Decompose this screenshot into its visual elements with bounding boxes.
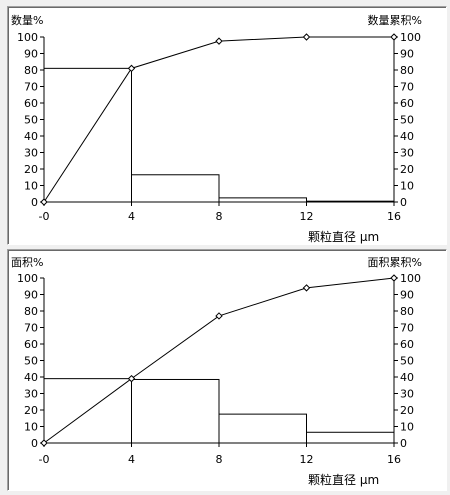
histogram-bar: [218, 197, 307, 203]
y-tick-label-left: 10: [24, 180, 38, 193]
y-tick-label-right: 40: [400, 371, 414, 384]
x-tick-label: -0: [39, 453, 50, 466]
x-tick-label: 16: [387, 453, 401, 466]
cumulative-point: [302, 284, 311, 292]
y-tick-label-right: 10: [400, 421, 414, 434]
x-tick-label: 16: [387, 210, 401, 223]
y-tick-label-left: 80: [24, 305, 38, 318]
y-tick-label-right: 80: [400, 64, 414, 77]
y-tick-label-right: 90: [400, 48, 414, 61]
y-tick-label-right: 50: [400, 114, 414, 127]
y-tick-label-left: 90: [24, 289, 38, 302]
histogram-bar: [131, 174, 220, 203]
y-tick-label-left: 70: [24, 322, 38, 335]
y-tick-label-left: 20: [24, 163, 38, 176]
cumulative-point: [215, 312, 223, 320]
y-tick-label-right: 30: [400, 388, 414, 401]
histogram-bar: [218, 413, 307, 444]
x-tick-label: 4: [128, 453, 135, 466]
x-axis-title: 颗粒直径 μm: [308, 472, 379, 487]
y-tick-label-right: 90: [400, 289, 414, 302]
y-tick-label-right: 60: [400, 97, 414, 110]
y-tick-label-right: 100: [400, 272, 421, 285]
y-tick-label-left: 0: [31, 437, 38, 450]
y-tick-label-right: 20: [400, 163, 414, 176]
histogram-bar: [306, 431, 395, 444]
y-tick-label-right: 20: [400, 404, 414, 417]
y-tick-label-left: 60: [24, 338, 38, 351]
y-tick-label-left: 50: [24, 355, 38, 368]
y-tick-label-right: 70: [400, 322, 414, 335]
y-tick-label-right: 0: [400, 437, 407, 450]
y-tick-label-left: 40: [24, 371, 38, 384]
y-tick-label-right: 50: [400, 355, 414, 368]
y-tick-label-right: 70: [400, 81, 414, 94]
number-distribution-chart: 数量% 数量累积% 0 0 10 10 20 20 30 30 40 40 50 50 60 60 70 70 80…: [11, 14, 422, 244]
y-tick-label-left: 30: [24, 147, 38, 160]
y-tick-label-left: 90: [24, 48, 38, 61]
left-axis-title: 面积%: [11, 256, 43, 269]
x-tick-label: 4: [128, 210, 135, 223]
cumulative-point: [302, 33, 311, 41]
y-tick-label-left: 40: [24, 130, 38, 143]
y-tick-label-left: 60: [24, 97, 38, 110]
right-axis-title: 面积累积%: [368, 256, 422, 269]
number-distribution-panel: 数量% 数量累积% 0 0 10 10 20 20 30 30 40 40 50 50 60 60 70 70 80…: [7, 6, 447, 245]
histogram-bar: [306, 200, 395, 203]
x-tick-label: -0: [39, 210, 50, 223]
histogram-bar: [43, 67, 132, 203]
histogram-bar: [131, 378, 220, 444]
y-tick-label-left: 30: [24, 388, 38, 401]
area-distribution-panel: 面积% 面积累积% 0 0 10 10 20 20 30 30 40 40 50 50 60 60 70 70 80…: [7, 249, 447, 491]
y-tick-label-left: 10: [24, 421, 38, 434]
area-distribution-chart: 面积% 面积累积% 0 0 10 10 20 20 30 30 40 40 50 50 60 60 70 70 80…: [11, 256, 422, 487]
y-tick-label-right: 100: [400, 31, 421, 44]
y-tick-label-right: 40: [400, 130, 414, 143]
y-tick-label-left: 70: [24, 81, 38, 94]
left-axis-title: 数量%: [11, 14, 43, 27]
cumulative-point: [390, 33, 398, 41]
x-tick-label: 12: [300, 210, 314, 223]
y-tick-label-right: 10: [400, 180, 414, 193]
cumulative-point: [127, 64, 136, 73]
x-axis-title: 颗粒直径 μm: [308, 229, 379, 244]
y-tick-label-right: 60: [400, 338, 414, 351]
y-tick-label-left: 0: [31, 196, 38, 209]
cumulative-point: [390, 274, 398, 282]
cumulative-point: [215, 37, 223, 45]
y-tick-label-left: 100: [17, 31, 38, 44]
y-tick-label-left: 100: [17, 272, 38, 285]
x-tick-label: 12: [300, 453, 314, 466]
x-tick-label: 8: [216, 210, 223, 223]
right-axis-title: 数量累积%: [368, 14, 422, 27]
y-tick-label-right: 0: [400, 196, 407, 209]
x-tick-label: 8: [216, 453, 223, 466]
cumulative-point: [40, 198, 48, 206]
cumulative-point: [127, 374, 136, 383]
y-tick-label-left: 20: [24, 404, 38, 417]
y-tick-label-right: 30: [400, 147, 414, 160]
cumulative-point: [40, 439, 48, 447]
y-tick-label-left: 80: [24, 64, 38, 77]
y-tick-label-right: 80: [400, 305, 414, 318]
y-tick-label-left: 50: [24, 114, 38, 127]
